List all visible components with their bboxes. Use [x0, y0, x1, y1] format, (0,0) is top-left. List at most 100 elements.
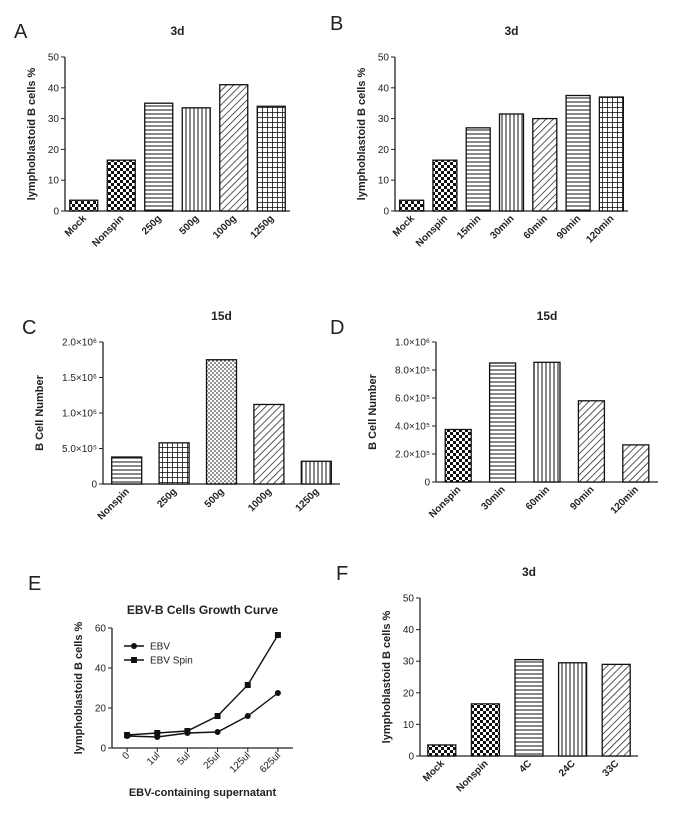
chart-b-y-tick-label: 0	[383, 207, 389, 218]
chart-b-x-tick-label: 15min	[455, 213, 483, 241]
chart-f-y-tick-label: 50	[403, 594, 415, 605]
chart-b-x-tick-label: 30min	[488, 213, 516, 241]
chart-b-x-tick-label: Nonspin	[414, 213, 450, 249]
chart-c-bar-nonspin	[111, 456, 143, 485]
chart-c-bar-1000g	[253, 403, 285, 485]
chart-e-legend-label: EBV Spin	[150, 656, 193, 667]
chart-f-y-tick-label: 30	[403, 657, 415, 668]
chart-d-title: 15d	[537, 309, 558, 323]
chart-e-point-square	[274, 632, 281, 638]
chart-d-bar-60min	[533, 361, 561, 483]
chart-e-legend-marker-square	[131, 657, 137, 663]
chart-e-y-tick-label: 60	[95, 624, 107, 635]
chart-e-x-tick-label: 125ul	[228, 750, 253, 775]
chart-c-y-tick-label: 2.0×10⁶	[62, 338, 97, 349]
chart-b-x-tick-label: 90min	[555, 213, 583, 241]
chart-f-y-tick-label: 20	[403, 688, 415, 699]
chart-c-x-tick-label: 500g	[203, 486, 227, 510]
chart-a-bar-1000g	[219, 84, 249, 212]
chart-e-point-square	[184, 728, 191, 734]
chart-c-y-tick-label: 0	[91, 480, 97, 491]
chart-c-x-tick-label: Nonspin	[96, 486, 132, 522]
chart-f-y-label: lymphoblastoid B cells %	[381, 610, 393, 743]
chart-b-x-tick-label: 120min	[584, 213, 616, 245]
chart-e-x-tick-label: 625ul	[258, 750, 283, 775]
chart-a-x-tick-label: 1250g	[249, 213, 277, 241]
chart-e-legend-marker-circle	[131, 643, 137, 649]
chart-a-bar-500g	[181, 107, 211, 212]
chart-e-y-tick-label: 40	[95, 664, 107, 675]
chart-e-y-label: lymphoblastoid B cells %	[73, 621, 85, 754]
chart-b-y-tick-label: 30	[378, 114, 390, 125]
chart-f-bar-24c	[557, 662, 588, 757]
chart-f-panel-letter: F	[336, 563, 348, 585]
chart-d-x-tick-label: 30min	[480, 484, 508, 512]
chart-c-y-tick-label: 1.5×10⁶	[62, 373, 97, 384]
chart-d-y-tick-label: 8.0×10⁵	[395, 366, 430, 377]
chart-d-y-label: B Cell Number	[367, 373, 379, 450]
chart-c-panel-letter: C	[22, 317, 36, 339]
chart-a-x-tick-label: Nonspin	[90, 213, 126, 249]
chart-f-x-tick-label: Mock	[421, 758, 447, 784]
chart-b-bar-120min	[598, 96, 625, 212]
chart-d-bar-90min	[577, 400, 606, 483]
chart-e-point-circle	[214, 729, 221, 735]
chart-a-y-tick-label: 40	[48, 83, 60, 94]
chart-b-y-tick-label: 50	[378, 53, 390, 64]
chart-a-y-tick-label: 30	[48, 114, 60, 125]
chart-e-x-label: EBV-containing supernatant	[129, 787, 277, 799]
chart-a-x-tick-label: Mock	[63, 213, 89, 239]
chart-b-panel-letter: B	[330, 13, 343, 35]
chart-a-y-tick-label: 10	[48, 176, 60, 187]
chart-e-series-line-1	[127, 692, 279, 738]
chart-e-x-tick-label: 1ul	[145, 750, 162, 767]
chart-b-x-tick-label: Mock	[391, 213, 417, 239]
chart-f-bar-nonspin	[470, 703, 501, 757]
chart-f-x-tick-label: Nonspin	[454, 758, 490, 794]
chart-c-bar-1250g	[300, 460, 332, 485]
chart-a-y-tick-label: 0	[53, 207, 59, 218]
chart-c-x-tick-label: 250g	[155, 486, 179, 510]
chart-f-bar-mock	[427, 744, 457, 757]
chart-e-y-tick-label: 20	[95, 704, 107, 715]
chart-c-bar-500g	[205, 359, 238, 485]
chart-d-panel-letter: D	[330, 317, 344, 339]
chart-d-x-tick-label: 90min	[568, 484, 596, 512]
chart-b-x-tick-label: 60min	[522, 213, 550, 241]
chart-d-y-tick-label: 6.0×10⁵	[395, 394, 430, 405]
chart-f-x-tick-label: 4C	[517, 758, 534, 775]
chart-a-bar-mock	[69, 199, 99, 212]
chart-a-y-label: lymphoblastoid B cells %	[26, 67, 38, 200]
chart-b-bar-60min	[532, 117, 558, 212]
chart-e-y-tick-label: 0	[100, 744, 106, 755]
chart-e-point-square	[124, 732, 131, 738]
chart-e-point-square	[154, 730, 161, 736]
chart-d-y-tick-label: 0	[424, 478, 430, 489]
chart-d-x-tick-label: Nonspin	[427, 484, 463, 520]
chart-f-bar-33c	[601, 663, 631, 757]
chart-c-y-label: B Cell Number	[34, 374, 46, 451]
chart-a-bar-1250g	[256, 105, 286, 212]
chart-a-bar-nonspin	[106, 159, 136, 212]
chart-d-y-tick-label: 2.0×10⁵	[395, 450, 430, 461]
chart-e-panel-letter: E	[28, 573, 41, 595]
chart-d-y-tick-label: 1.0×10⁶	[395, 338, 430, 349]
chart-e-point-circle	[244, 713, 251, 719]
chart-a-title: 3d	[170, 24, 184, 38]
chart-e-x-tick-label: 0	[120, 750, 132, 762]
chart-f-x-tick-label: 33C	[601, 758, 622, 779]
chart-b-y-label: lymphoblastoid B cells %	[356, 67, 368, 200]
chart-c-x-tick-label: 1250g	[294, 486, 322, 514]
chart-b-bar-15min	[465, 127, 491, 212]
chart-b-bar-nonspin	[432, 159, 458, 212]
chart-e-title: EBV-B Cells Growth Curve	[127, 603, 279, 617]
chart-c-y-tick-label: 5.0×10⁵	[62, 444, 97, 455]
chart-f-title: 3d	[522, 565, 536, 579]
chart-f-y-tick-label: 0	[408, 752, 414, 763]
chart-f-x-tick-label: 24C	[557, 758, 578, 779]
chart-d-x-tick-label: 120min	[609, 484, 641, 516]
chart-c-y-tick-label: 1.0×10⁶	[62, 409, 97, 420]
chart-e-series-line-2	[127, 634, 279, 736]
chart-b-bar-90min	[565, 94, 591, 212]
